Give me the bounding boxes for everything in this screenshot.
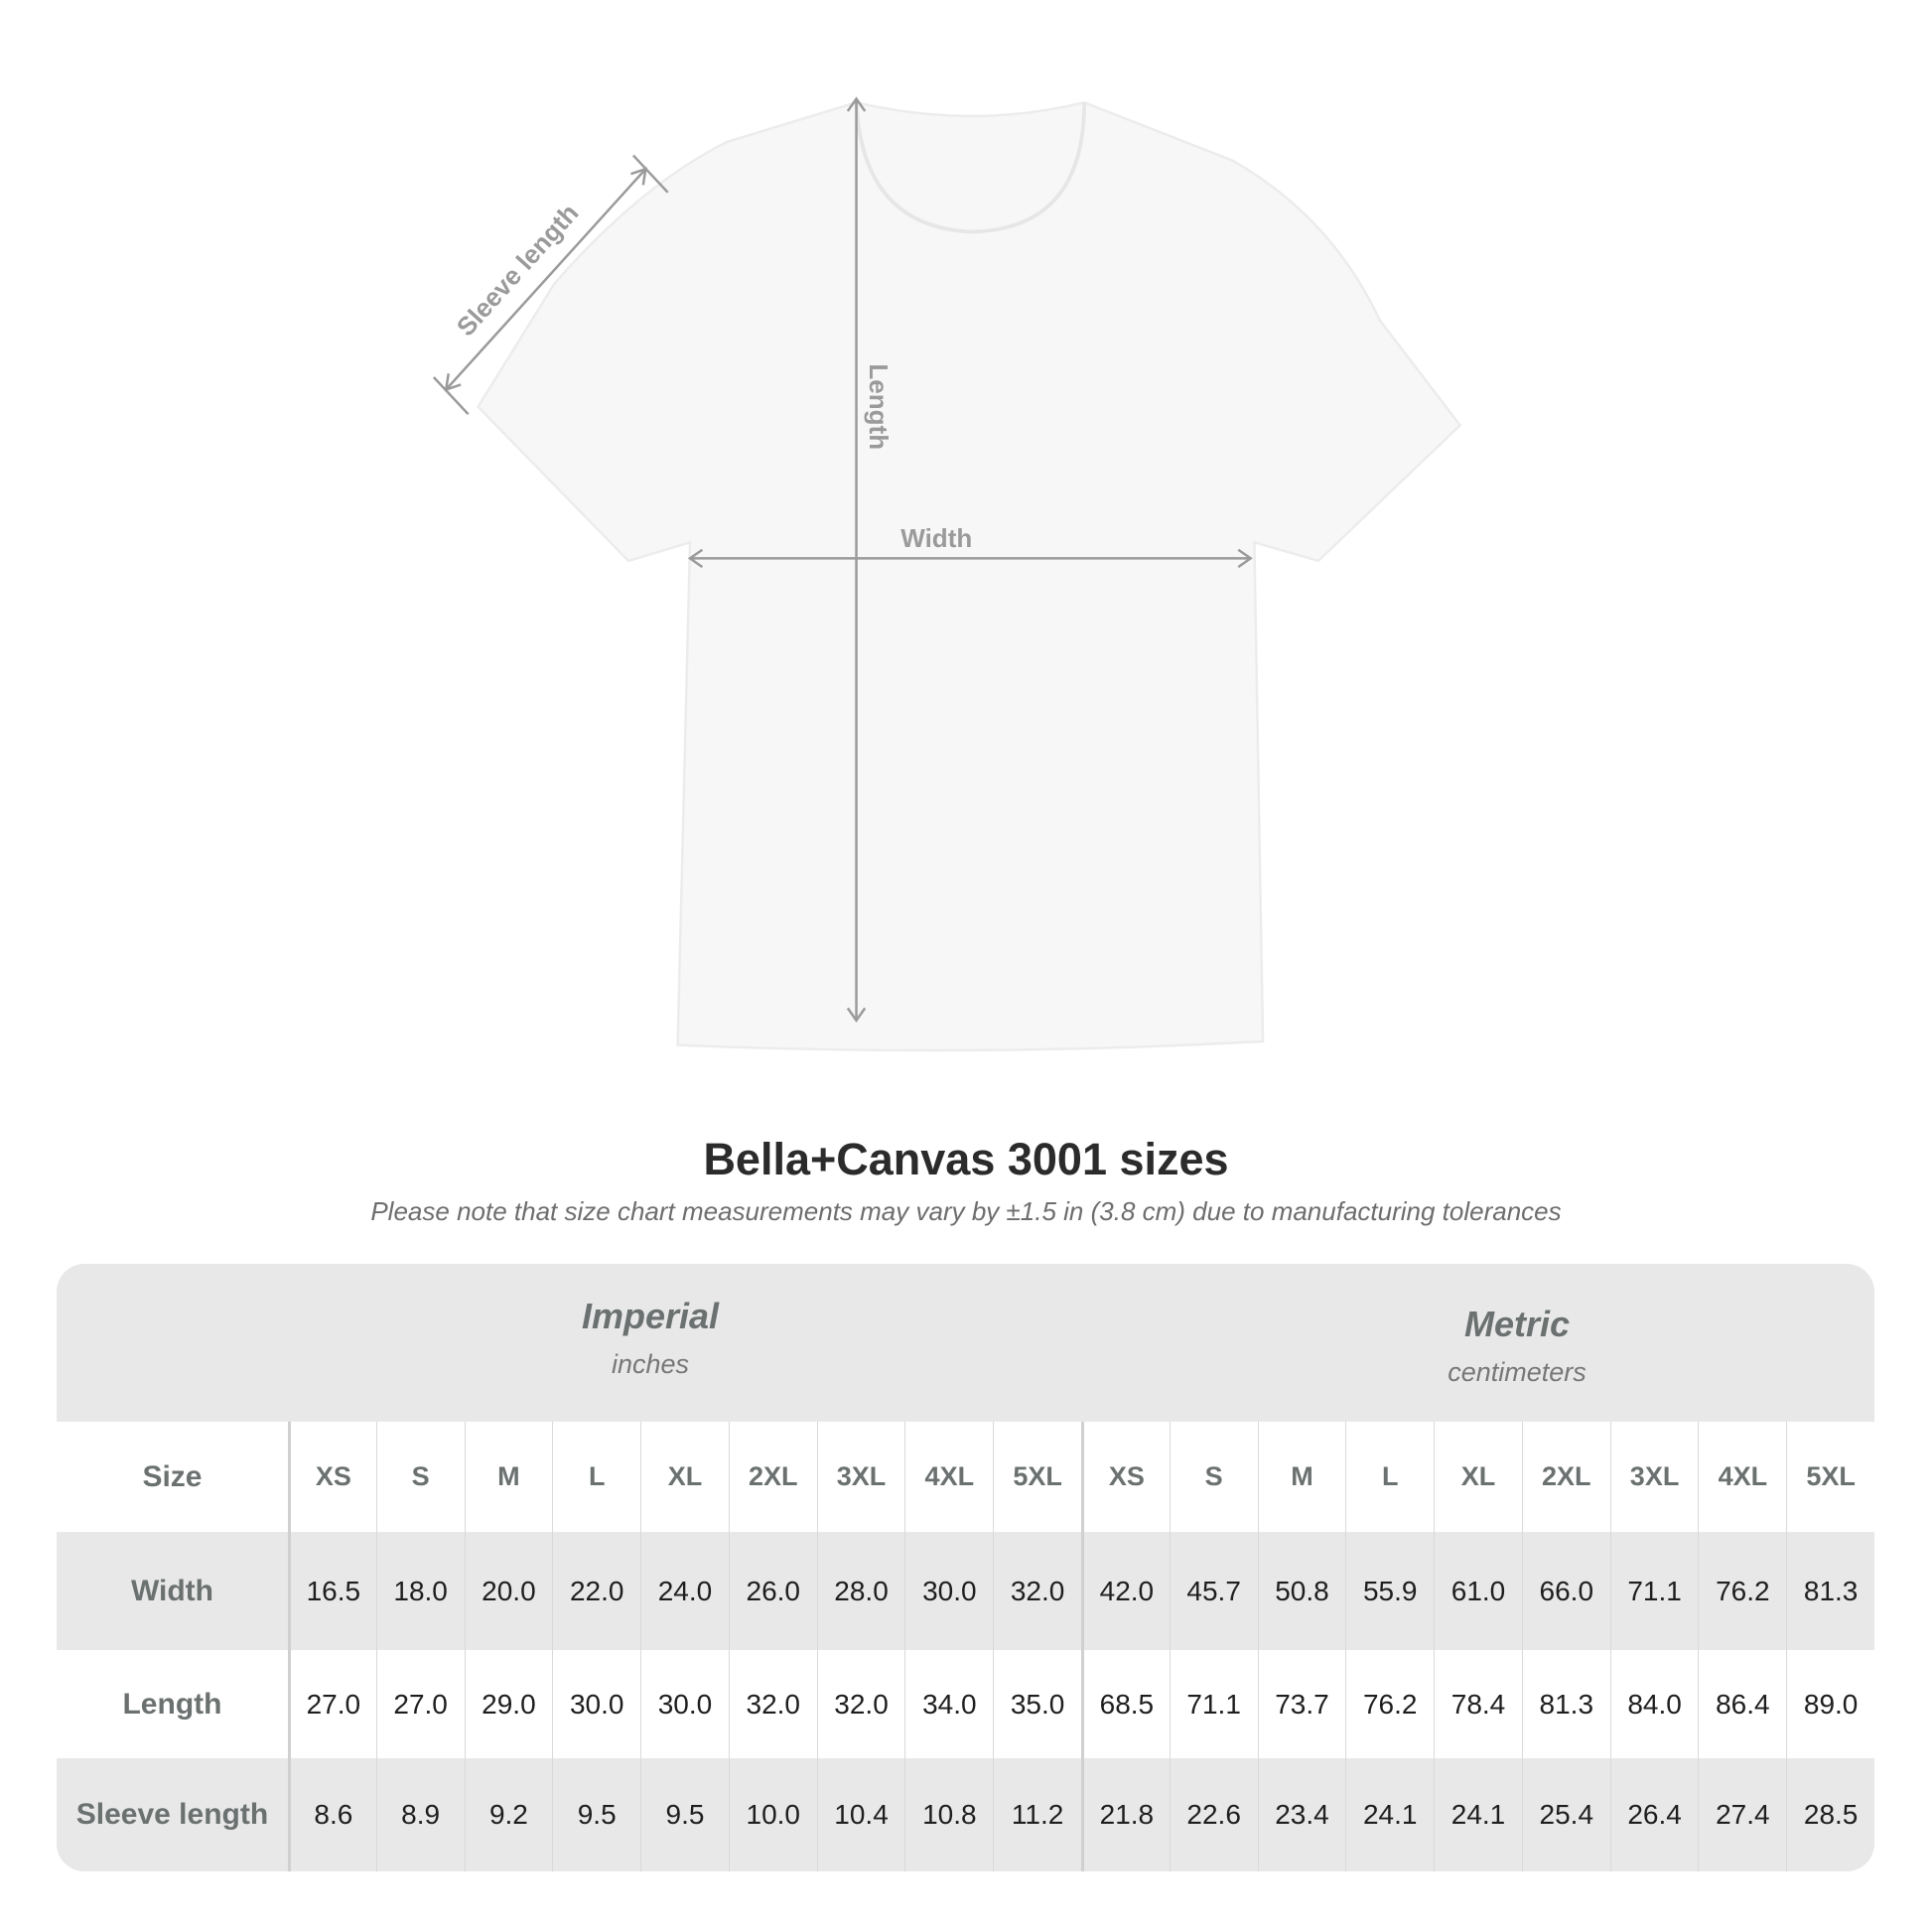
size-header-row: Size XS S M L XL 2XL 3XL 4XL 5XL XS S M L XL 2XL 3XL 4XL 5…: [57, 1422, 1874, 1532]
value-cell: 76.2: [1345, 1650, 1434, 1758]
value-cell: 30.0: [640, 1650, 729, 1758]
value-cell: 28.0: [816, 1532, 905, 1650]
value-cell: 16.5: [287, 1532, 376, 1650]
size-header-cell: M: [464, 1422, 553, 1532]
size-header-cell: XS: [287, 1422, 376, 1532]
value-cell: 32.0: [816, 1650, 905, 1758]
table-row: Sleeve length 8.6 8.9 9.2 9.5 9.5 10.0 10.4 10.8…: [57, 1758, 1874, 1871]
size-header-cell: L: [1345, 1422, 1434, 1532]
table-row: Length 27.0 27.0 29.0 30.0 30.0 32.0 32.0 34.0 35…: [57, 1650, 1874, 1758]
tolerance-note: Please note that size chart measurements…: [370, 1196, 1562, 1226]
value-cell: 71.1: [1169, 1650, 1258, 1758]
sleeve-arrow: [445, 168, 647, 391]
size-header-cell: 4XL: [1698, 1422, 1786, 1532]
value-cell: 9.2: [464, 1758, 553, 1871]
size-header-cell: 3XL: [1609, 1422, 1699, 1532]
value-cell: 50.8: [1257, 1532, 1346, 1650]
value-cell: 35.0: [993, 1650, 1081, 1758]
imperial-header: Imperial inches: [402, 1296, 898, 1380]
value-cell: 32.0: [993, 1532, 1081, 1650]
value-cell: 22.0: [552, 1532, 640, 1650]
value-cell: 27.0: [287, 1650, 376, 1758]
row-label: Width: [130, 1574, 213, 1607]
row-label: Sleeve length: [75, 1798, 269, 1831]
metric-title: Metric: [1463, 1304, 1571, 1344]
size-header-cell: 2XL: [1521, 1422, 1610, 1532]
row-label: Size: [142, 1459, 203, 1493]
value-cell: 24.1: [1345, 1758, 1434, 1871]
value-cell: 73.7: [1257, 1650, 1346, 1758]
value-cell: 23.4: [1257, 1758, 1346, 1871]
value-cell: 22.6: [1169, 1758, 1258, 1871]
value-cell: 45.7: [1169, 1532, 1258, 1650]
size-header-cell: M: [1257, 1422, 1346, 1532]
value-cell: 20.0: [464, 1532, 553, 1650]
value-cell: 28.5: [1786, 1758, 1874, 1871]
metric-unit: centimeters: [1448, 1357, 1587, 1387]
value-cell: 84.0: [1609, 1650, 1699, 1758]
size-header-cell: 5XL: [993, 1422, 1081, 1532]
value-cell: 68.5: [1080, 1650, 1170, 1758]
size-header-cell: XL: [1434, 1422, 1522, 1532]
imperial-unit: inches: [611, 1349, 690, 1379]
chart-title: Bella+Canvas 3001 sizes: [703, 1134, 1229, 1184]
value-cell: 61.0: [1434, 1532, 1522, 1650]
value-cell: 89.0: [1786, 1650, 1874, 1758]
value-cell: 9.5: [552, 1758, 640, 1871]
value-cell: 30.0: [904, 1532, 993, 1650]
value-cell: 24.0: [640, 1532, 729, 1650]
tshirt-diagram: Sleeve length Length Width: [432, 96, 1462, 1052]
table-row: Width 16.5 18.0 20.0 22.0 24.0 26.0 28.0 30.0 32.…: [57, 1532, 1874, 1650]
size-header-cell: L: [552, 1422, 640, 1532]
size-header-cell: 3XL: [816, 1422, 905, 1532]
size-header-cell: 2XL: [728, 1422, 817, 1532]
value-cell: 30.0: [552, 1650, 640, 1758]
value-cell: 78.4: [1434, 1650, 1522, 1758]
imperial-title: Imperial: [581, 1296, 720, 1336]
unit-header: Imperial inches Metric centimeters: [57, 1264, 1874, 1422]
value-cell: 8.6: [287, 1758, 376, 1871]
value-cell: 18.0: [375, 1532, 465, 1650]
length-label: Length: [864, 363, 894, 450]
size-header-cell: XS: [1080, 1422, 1170, 1532]
value-cell: 10.4: [816, 1758, 905, 1871]
value-cell: 81.3: [1786, 1532, 1874, 1650]
value-cell: 66.0: [1521, 1532, 1610, 1650]
value-cell: 29.0: [464, 1650, 553, 1758]
value-cell: 10.8: [904, 1758, 993, 1871]
value-cell: 26.4: [1609, 1758, 1699, 1871]
value-cell: 27.0: [375, 1650, 465, 1758]
width-label: Width: [900, 523, 972, 553]
value-cell: 42.0: [1080, 1532, 1170, 1650]
value-cell: 71.1: [1609, 1532, 1699, 1650]
size-header-cell: 5XL: [1786, 1422, 1874, 1532]
value-cell: 24.1: [1434, 1758, 1522, 1871]
value-cell: 8.9: [375, 1758, 465, 1871]
value-cell: 86.4: [1698, 1650, 1786, 1758]
value-cell: 11.2: [993, 1758, 1081, 1871]
size-header-cell: XL: [640, 1422, 729, 1532]
value-cell: 34.0: [904, 1650, 993, 1758]
size-header-cell: S: [1169, 1422, 1258, 1532]
value-cell: 10.0: [728, 1758, 817, 1871]
value-cell: 81.3: [1521, 1650, 1610, 1758]
value-cell: 9.5: [640, 1758, 729, 1871]
value-cell: 26.0: [728, 1532, 817, 1650]
size-header-cell: S: [375, 1422, 465, 1532]
value-cell: 21.8: [1080, 1758, 1170, 1871]
metric-header: Metric centimeters: [1269, 1304, 1765, 1388]
value-cell: 27.4: [1698, 1758, 1786, 1871]
row-label: Length: [122, 1687, 222, 1721]
value-cell: 55.9: [1345, 1532, 1434, 1650]
tshirt-image: [476, 100, 1462, 1052]
value-cell: 76.2: [1698, 1532, 1786, 1650]
value-cell: 32.0: [728, 1650, 817, 1758]
size-header-cell: 4XL: [904, 1422, 993, 1532]
size-table: Imperial inches Metric centimeters Size X…: [57, 1264, 1874, 1871]
value-cell: 25.4: [1521, 1758, 1610, 1871]
